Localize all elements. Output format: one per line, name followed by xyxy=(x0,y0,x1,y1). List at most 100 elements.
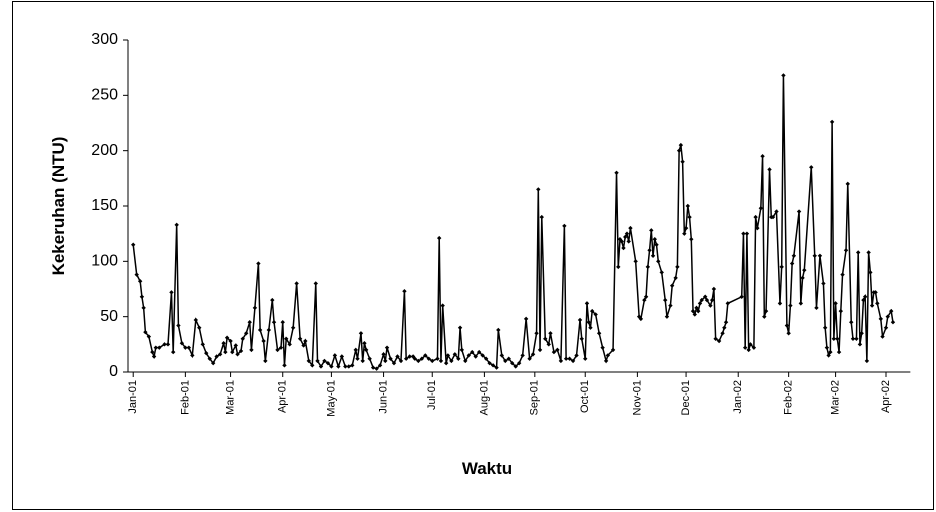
data-point xyxy=(633,259,638,264)
data-point xyxy=(603,358,609,364)
data-point xyxy=(588,325,593,330)
data-point xyxy=(577,317,583,323)
data-point xyxy=(294,281,299,286)
data-point xyxy=(384,345,390,350)
data-point xyxy=(403,356,409,361)
data-point xyxy=(266,327,272,333)
data-point xyxy=(673,275,678,281)
data-point xyxy=(742,345,748,350)
data-point xyxy=(151,354,157,359)
data-point xyxy=(616,264,621,270)
data-point xyxy=(755,225,760,231)
data-point xyxy=(711,286,717,292)
data-point xyxy=(586,320,591,325)
data-point xyxy=(440,303,445,308)
data-point xyxy=(153,345,159,350)
data-point xyxy=(692,312,697,317)
data-point xyxy=(739,294,744,299)
data-point xyxy=(624,231,630,236)
data-point xyxy=(725,301,730,306)
data-point xyxy=(506,356,511,361)
y-tick-label: 250 xyxy=(91,87,118,104)
data-point xyxy=(579,336,584,341)
data-point xyxy=(849,320,854,325)
data-point xyxy=(696,308,701,314)
data-point xyxy=(466,353,471,358)
data-point xyxy=(131,242,136,247)
data-point xyxy=(297,336,303,341)
data-point xyxy=(301,343,306,348)
data-point xyxy=(139,294,145,299)
data-point xyxy=(391,360,397,366)
data-point xyxy=(546,342,551,347)
data-point xyxy=(838,308,844,314)
data-point xyxy=(689,237,694,242)
y-tick-label: 150 xyxy=(91,197,118,214)
data-point xyxy=(788,303,793,308)
data-point xyxy=(885,314,890,319)
x-tick-label: Apr-01 xyxy=(277,380,289,413)
data-point xyxy=(890,320,896,325)
data-point xyxy=(513,364,518,369)
data-point xyxy=(617,237,623,242)
data-point xyxy=(857,342,863,347)
data-point xyxy=(656,259,661,264)
data-point xyxy=(789,261,795,266)
data-point xyxy=(828,349,833,355)
data-point xyxy=(809,165,814,170)
data-point xyxy=(868,270,873,275)
data-point xyxy=(176,323,181,328)
data-point xyxy=(217,352,223,357)
data-point xyxy=(318,364,324,369)
data-point xyxy=(197,325,202,330)
data-point xyxy=(336,364,341,369)
data-point xyxy=(235,352,240,357)
data-point xyxy=(600,345,605,350)
data-point xyxy=(704,297,710,303)
x-tick-label: Aug-01 xyxy=(478,380,490,415)
data-point xyxy=(798,301,804,306)
data-point xyxy=(889,308,894,314)
data-point xyxy=(826,353,831,358)
data-point xyxy=(859,331,864,336)
x-tick-label: Feb-01 xyxy=(179,380,191,415)
data-point xyxy=(883,325,889,330)
data-point xyxy=(437,235,442,241)
data-point xyxy=(722,325,727,330)
data-point xyxy=(496,327,501,333)
data-point xyxy=(487,360,492,366)
data-point xyxy=(383,358,388,364)
data-point xyxy=(381,352,386,357)
data-point xyxy=(459,347,465,353)
data-point xyxy=(183,345,188,350)
data-point xyxy=(869,303,875,308)
data-point xyxy=(623,234,628,240)
data-point xyxy=(257,327,263,333)
data-point xyxy=(284,336,289,341)
x-tick-label: Jul-01 xyxy=(426,380,438,410)
data-point xyxy=(290,325,296,330)
data-point xyxy=(463,358,468,364)
data-point xyxy=(240,336,245,341)
data-point xyxy=(358,331,364,336)
data-point xyxy=(636,314,642,319)
x-tick-label: Jan-02 xyxy=(732,380,744,414)
data-point xyxy=(824,345,830,350)
data-point xyxy=(325,360,331,366)
data-point xyxy=(687,214,692,220)
data-point xyxy=(539,214,544,220)
data-point xyxy=(596,331,602,336)
x-tick-label: Mar-01 xyxy=(224,380,236,415)
data-point xyxy=(457,325,463,330)
data-point xyxy=(781,73,786,78)
data-point xyxy=(716,338,722,344)
data-point xyxy=(339,354,345,359)
data-point xyxy=(362,341,367,346)
data-point xyxy=(680,159,685,164)
x-tick-label: Apr-02 xyxy=(880,380,892,413)
data-point xyxy=(252,305,258,311)
data-point xyxy=(589,308,595,314)
x-tick-label: Mar-02 xyxy=(829,380,841,415)
data-point xyxy=(628,225,633,231)
data-point xyxy=(614,170,619,175)
